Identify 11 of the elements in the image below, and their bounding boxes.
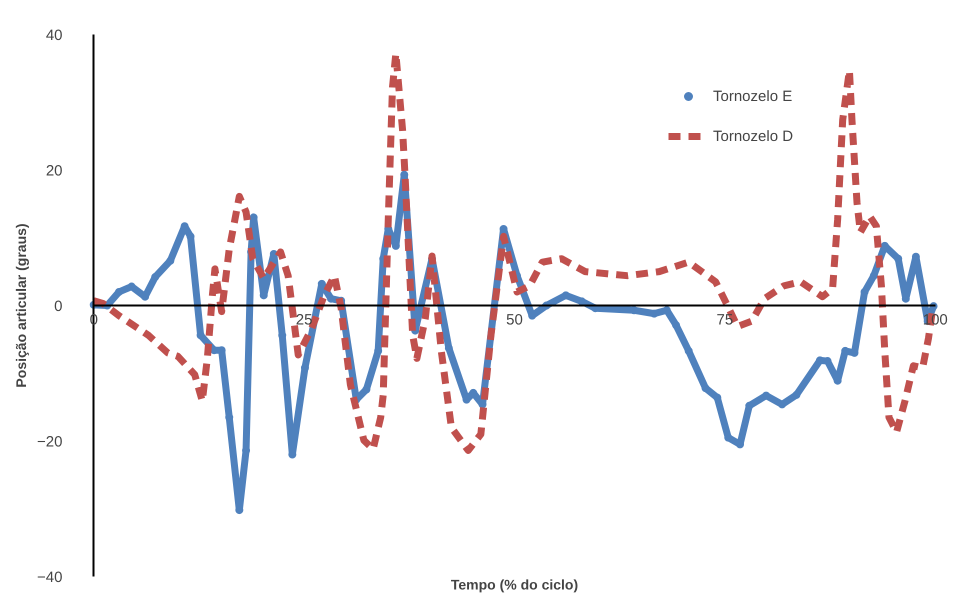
x-tick-label: 50	[506, 312, 523, 328]
x-tick-label: 75	[716, 312, 734, 328]
y-tick-label: −20	[37, 434, 63, 450]
legend-label: Tornozelo D	[713, 128, 794, 144]
y-tick-label: 20	[46, 162, 63, 180]
x-axis-title: Tempo (% do ciclo)	[450, 576, 578, 592]
legend-label: Tornozelo E	[713, 88, 792, 104]
y-tick-label: 0	[54, 298, 62, 315]
y-tick-label: 40	[46, 27, 63, 44]
y-axis-title: Posição articular (graus)	[13, 223, 30, 388]
y-tick-label: −40	[37, 569, 63, 586]
